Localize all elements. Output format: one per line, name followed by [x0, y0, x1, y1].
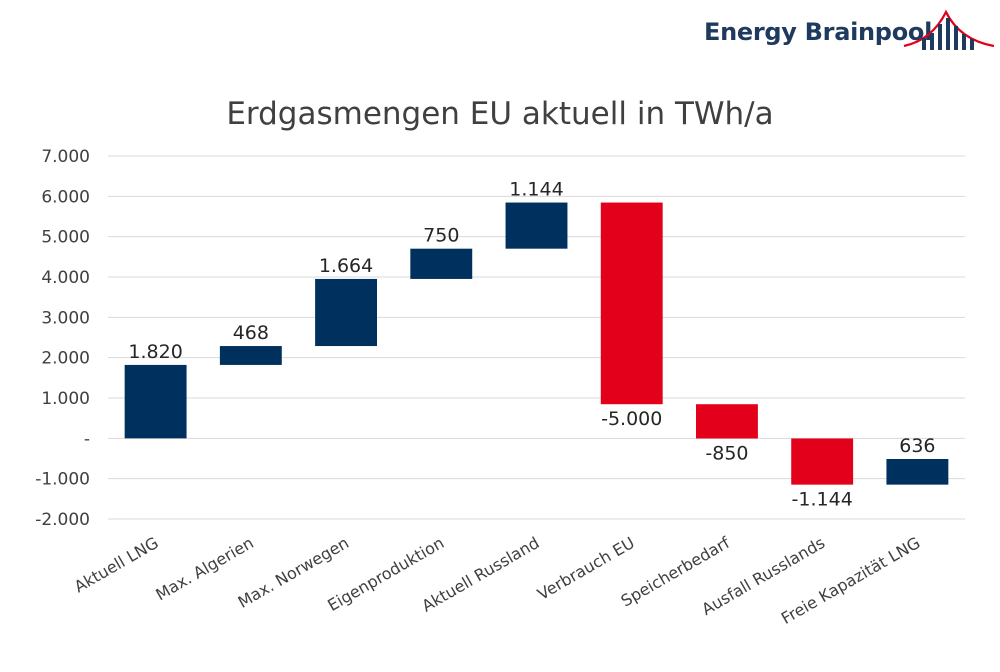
bars [124, 202, 949, 485]
y-tick-label: 2.000 [41, 349, 90, 369]
brand-name: Energy Brainpool [704, 18, 932, 46]
data-label: -5.000 [601, 408, 662, 430]
bar [600, 202, 663, 405]
bar [315, 278, 378, 347]
y-axis-ticks: 7.000 6.000 5.000 4.000 3.000 2.000 1.000 - -1.0… [35, 147, 90, 530]
y-tick-label: 5.000 [41, 228, 90, 248]
bridge-bars-logo-icon [903, 9, 995, 50]
bar [505, 202, 568, 249]
y-tick-label: -2.000 [35, 510, 90, 530]
data-label: -850 [705, 442, 748, 464]
gridlines [108, 155, 965, 520]
y-tick-label: - [84, 429, 90, 449]
y-tick-label: 1.000 [41, 389, 90, 409]
y-tick-label: 7.000 [41, 147, 90, 167]
x-tick-label: Aktuell LNG [71, 533, 162, 596]
bar [791, 438, 854, 485]
y-tick-label: 3.000 [41, 308, 90, 328]
data-label: 1.664 [319, 255, 373, 277]
data-label: 1.144 [509, 179, 563, 201]
chart-title: Erdgasmengen EU aktuell in TWh/a [226, 96, 773, 132]
y-tick-label: 4.000 [41, 268, 90, 288]
bar [886, 458, 949, 485]
bar [124, 364, 187, 439]
data-label: 636 [899, 435, 935, 457]
brand-logo: Energy Brainpool [704, 8, 996, 52]
data-label: 468 [233, 322, 269, 344]
bar [219, 346, 282, 365]
y-tick-label: -1.000 [35, 470, 90, 490]
y-tick-label: 6.000 [41, 187, 90, 207]
data-label: 1.820 [128, 341, 182, 363]
bar [410, 248, 473, 279]
data-labels: 1.820 468 1.664 750 1.144 -5.000 -850 -1.144 636 [128, 179, 935, 511]
bar [695, 404, 758, 439]
data-label: 750 [423, 225, 459, 247]
data-label: -1.144 [792, 489, 853, 511]
